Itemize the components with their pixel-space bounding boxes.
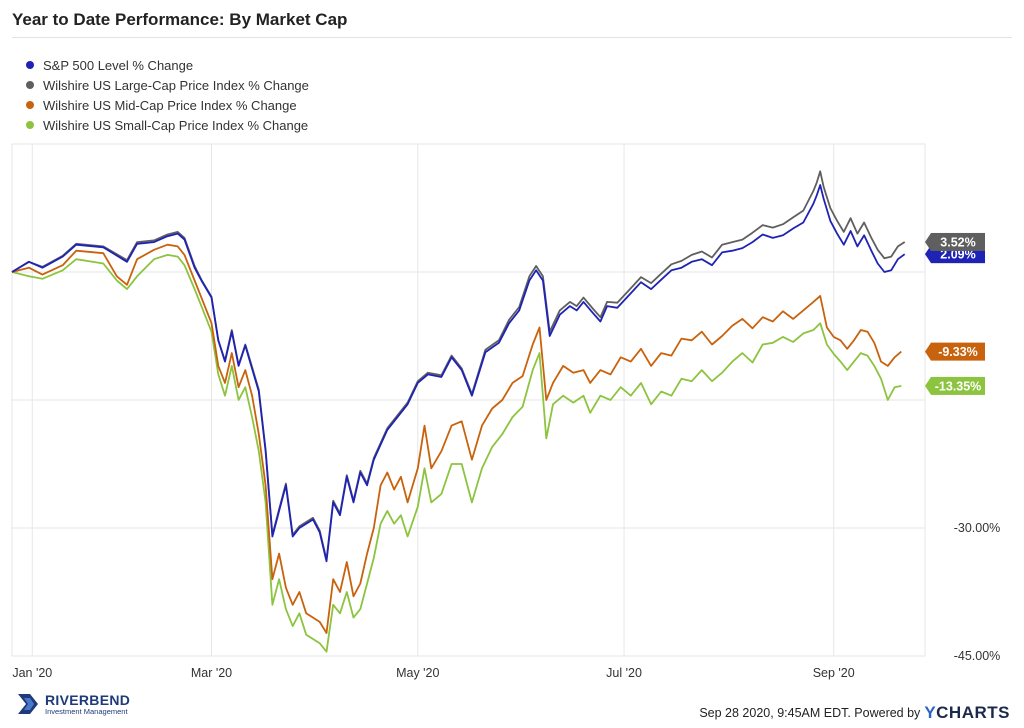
end-label-badge (931, 376, 985, 395)
series-line (11, 184, 906, 563)
end-label-pointer (925, 376, 931, 395)
legend-label: Wilshire US Large-Cap Price Index % Chan… (43, 77, 309, 93)
x-tick-label: Jan '20 (12, 666, 52, 680)
ycharts-y: Y (924, 703, 937, 722)
legend-dot-icon (26, 81, 34, 89)
legend-dot-icon (26, 121, 34, 129)
y-tick-label: -30.00% (954, 521, 1001, 535)
ycharts-rest: CHARTS (936, 703, 1010, 722)
title-divider (12, 37, 1012, 38)
x-tick-label: May '20 (396, 666, 439, 680)
end-label-pointer (925, 232, 931, 251)
series-line (11, 243, 902, 634)
legend-item-small-cap: Wilshire US Small-Cap Price Index % Chan… (26, 115, 309, 135)
end-label-badge (931, 232, 985, 251)
legend-item-large-cap: Wilshire US Large-Cap Price Index % Chan… (26, 75, 309, 95)
end-label-badge (931, 342, 985, 361)
legend-label: Wilshire US Mid-Cap Price Index % Change (43, 97, 297, 113)
legend-label: Wilshire US Small-Cap Price Index % Chan… (43, 117, 309, 133)
legend-dot-icon (26, 101, 34, 109)
line-chart: Jan '20 Mar '20 May '20 Jul '20 Sep '20 -30.0… (11, 143, 1001, 680)
end-value-label: -13.35% (935, 379, 982, 393)
end-value-label: 3.52% (940, 235, 975, 249)
riverbend-logo-icon (18, 694, 38, 714)
legend-dot-icon (26, 61, 34, 69)
legend-item-mid-cap: Wilshire US Mid-Cap Price Index % Change (26, 95, 309, 115)
legend-label: S&P 500 Level % Change (43, 57, 194, 73)
x-tick-label: Mar '20 (191, 666, 232, 680)
y-tick-label: -45.00% (954, 649, 1001, 663)
end-label-pointer (925, 245, 931, 264)
end-value-label: -9.33% (938, 345, 978, 359)
logo-subtitle: Investment Management (45, 706, 128, 716)
ycharts-logo[interactable]: YCHARTS (924, 703, 1010, 723)
end-label-pointer (925, 342, 931, 361)
x-tick-label: Sep '20 (813, 666, 855, 680)
chart-legend: S&P 500 Level % Change Wilshire US Large… (26, 55, 309, 135)
timestamp-text: Sep 28 2020, 9:45AM EDT. Powered by (699, 706, 921, 720)
end-value-label: 2.09% (940, 248, 975, 262)
x-tick-label: Jul '20 (606, 666, 642, 680)
footer-attribution: Sep 28 2020, 9:45AM EDT. Powered by YCHA… (699, 703, 1010, 723)
legend-item-sp500: S&P 500 Level % Change (26, 55, 309, 75)
page-title: Year to Date Performance: By Market Cap (12, 10, 348, 29)
riverbend-logo: RIVERBEND Investment Management (16, 692, 130, 716)
series-line (11, 254, 902, 653)
logo-name: RIVERBEND (45, 691, 131, 708)
